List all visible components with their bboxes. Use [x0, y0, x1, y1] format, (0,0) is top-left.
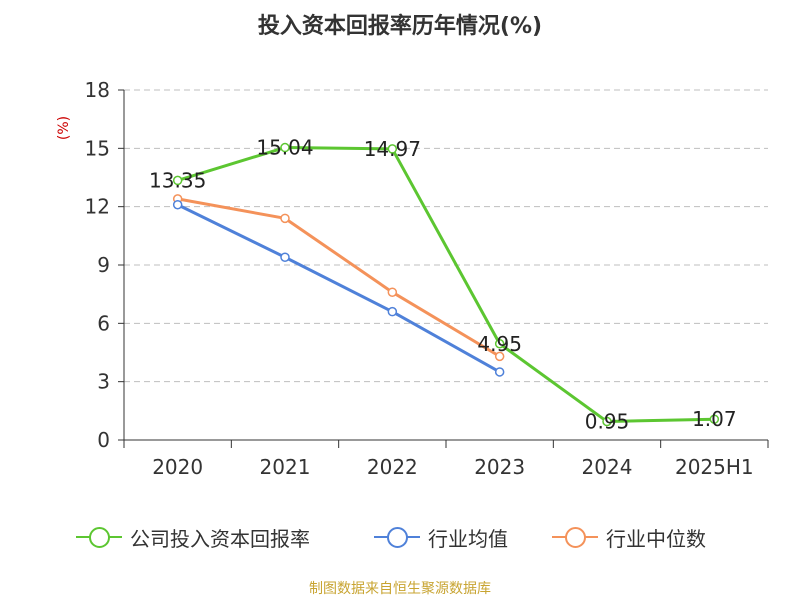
series-line	[177, 146, 715, 424]
x-tick-label: 2020	[152, 455, 203, 479]
data-label: 15.04	[256, 136, 313, 160]
legend-swatch-industry-median	[548, 520, 602, 554]
y-tick-label: 15	[85, 136, 110, 160]
legend-item-industry-avg[interactable]: 行业均值	[370, 520, 508, 554]
legend-item-company[interactable]: 公司投入资本回报率	[72, 520, 310, 554]
data-point	[387, 144, 398, 154]
y-tick-label: 3	[97, 370, 110, 394]
series-line	[177, 197, 501, 358]
y-tick-label: 6	[97, 311, 110, 335]
data-label: 0.95	[585, 410, 630, 434]
data-label: 1.07	[692, 407, 737, 431]
data-point	[602, 416, 612, 427]
y-tick-label: 9	[97, 253, 110, 277]
series-line	[177, 203, 501, 374]
data-point	[280, 142, 290, 153]
series-lines	[172, 142, 720, 427]
y-tick-label: 0	[97, 428, 110, 452]
data-label: 4.95	[477, 332, 522, 356]
grid-lines	[124, 89, 768, 383]
data-point	[172, 199, 183, 210]
data-point	[172, 175, 183, 186]
data-point	[280, 252, 290, 262]
data-point	[494, 351, 505, 362]
y-tick-label: 18	[85, 78, 110, 102]
legend: 公司投入资本回报率 行业均值 行业中位数	[0, 520, 800, 554]
data-point	[494, 339, 505, 349]
chart-title: 投入资本回报率历年情况(%)	[257, 14, 543, 39]
x-tick-label: 2022	[367, 455, 418, 479]
y-tick-label: 12	[85, 195, 110, 219]
legend-label-industry-avg: 行业均值	[428, 526, 508, 551]
legend-swatch-company	[72, 520, 126, 554]
data-point	[494, 367, 505, 377]
legend-swatch-industry-avg	[370, 520, 424, 554]
data-point	[709, 414, 720, 424]
legend-label-industry-median: 行业中位数	[606, 526, 706, 551]
data-point	[280, 213, 290, 224]
legend-item-industry-median[interactable]: 行业中位数	[548, 520, 706, 554]
x-tick-label: 2025H1	[675, 455, 754, 479]
data-label: 13.35	[149, 168, 206, 192]
data-label: 14.97	[364, 137, 421, 161]
data-point	[387, 287, 398, 297]
x-tick-label: 2023	[474, 455, 525, 479]
data-labels: 13.35 15.04 14.97 4.95 0.95 1.07	[149, 136, 737, 434]
data-point	[387, 306, 398, 317]
x-tick-label: 2024	[582, 455, 633, 479]
x-tick-label: 2021	[260, 455, 311, 479]
source-note: 制图数据来自恒生聚源数据库	[309, 581, 491, 597]
legend-label-company: 公司投入资本回报率	[130, 526, 310, 551]
y-axis-label: (%)	[56, 116, 72, 140]
axes: 0 3 6 9 12 15 18 2020 2021 2022 2023 2024 2025H1 (%)	[56, 78, 769, 479]
